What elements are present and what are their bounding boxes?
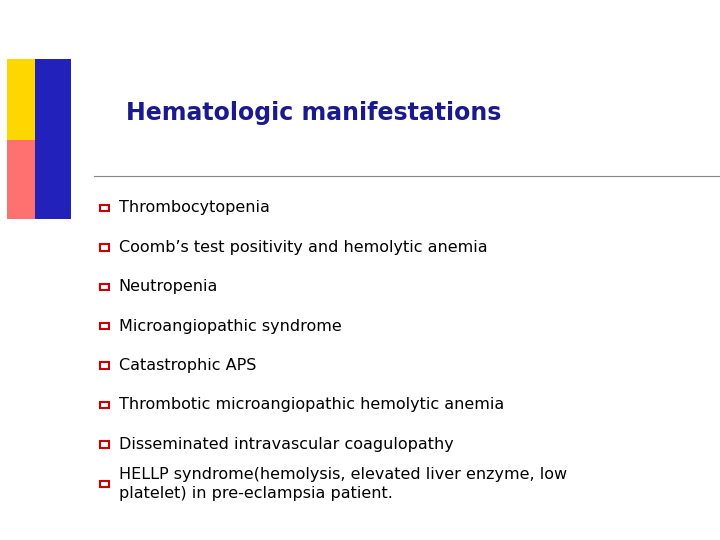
Bar bbox=[100, 362, 109, 369]
Bar bbox=[100, 244, 109, 251]
Text: Catastrophic APS: Catastrophic APS bbox=[119, 358, 256, 373]
Text: Disseminated intravascular coagulopathy: Disseminated intravascular coagulopathy bbox=[119, 437, 454, 452]
Bar bbox=[7, 140, 68, 219]
Text: HELLP syndrome(hemolysis, elevated liver enzyme, low
platelet) in pre-eclampsia : HELLP syndrome(hemolysis, elevated liver… bbox=[119, 467, 567, 501]
Bar bbox=[100, 481, 109, 487]
Bar bbox=[100, 284, 109, 290]
Text: Thrombocytopenia: Thrombocytopenia bbox=[119, 200, 270, 215]
Bar bbox=[7, 59, 68, 151]
Text: Microangiopathic syndrome: Microangiopathic syndrome bbox=[119, 319, 341, 334]
Text: Neutropenia: Neutropenia bbox=[119, 279, 218, 294]
Bar bbox=[100, 402, 109, 408]
Bar bbox=[35, 59, 71, 219]
Text: Coomb’s test positivity and hemolytic anemia: Coomb’s test positivity and hemolytic an… bbox=[119, 240, 487, 255]
Bar bbox=[100, 323, 109, 329]
Text: Hematologic manifestations: Hematologic manifestations bbox=[126, 102, 501, 125]
Bar bbox=[100, 441, 109, 448]
Bar bbox=[100, 205, 109, 211]
Text: Thrombotic microangiopathic hemolytic anemia: Thrombotic microangiopathic hemolytic an… bbox=[119, 397, 504, 413]
